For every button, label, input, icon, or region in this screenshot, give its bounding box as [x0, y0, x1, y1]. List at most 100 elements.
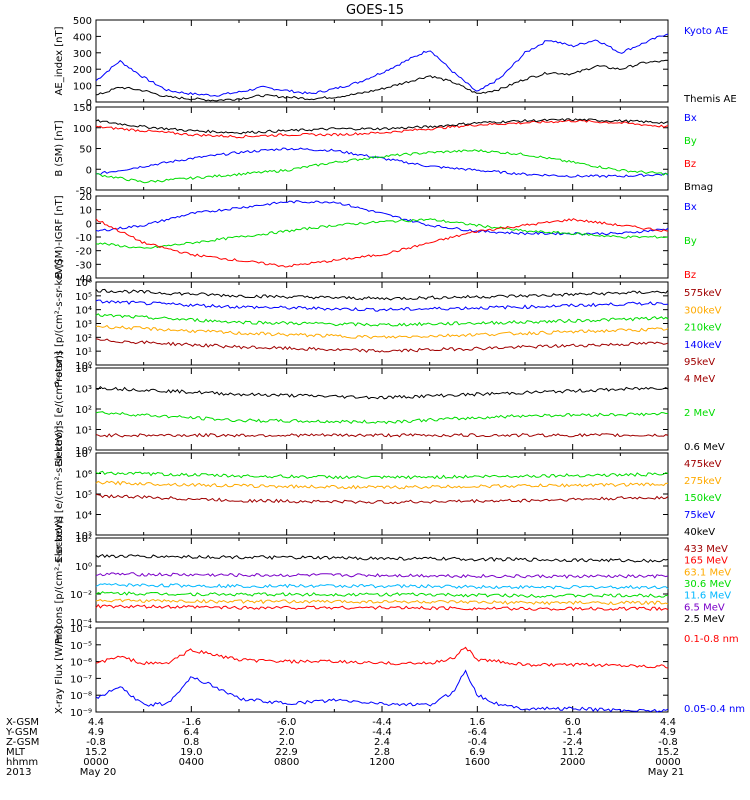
- panel-7-legend-165-mev: 165 MeV: [684, 556, 728, 567]
- panel-2-ytick-label: 100: [73, 124, 92, 135]
- orbit-row-hhmm-value: 1200: [369, 757, 394, 768]
- panel-7-legend-11-6-mev: 11.6 MeV: [684, 591, 731, 602]
- panel-4-ytick-label: 10⁰: [75, 361, 92, 372]
- panel-6-frame: [95, 452, 669, 536]
- panel-5-ytick-label: 10⁴: [75, 364, 92, 375]
- panel-1-ytick-label: 0: [86, 98, 92, 109]
- orbit-row-x-gsm-value: 6.0: [565, 717, 581, 728]
- panel-3-legend-bz: Bz: [684, 270, 696, 281]
- panel-6-legend-275kev: 275keV: [684, 476, 722, 487]
- orbit-row-x-gsm-value: 4.4: [660, 717, 676, 728]
- panel-4-series-210kev: [95, 313, 669, 327]
- orbit-row-z-gsm-value: -0.8: [658, 737, 678, 748]
- panel-1-legend-themis-ae: Themis AE: [683, 94, 737, 105]
- panel-5-ytick-label: 10⁰: [75, 446, 92, 457]
- orbit-row-z-gsm-value: 2.0: [279, 737, 295, 748]
- panel-4-series-575kev: [95, 288, 669, 301]
- orbit-row-x-gsm-value: -1.6: [182, 717, 202, 728]
- panel-5-legend-4-mev: 4 MeV: [684, 374, 715, 385]
- panel-2-ytick-label: 0: [86, 165, 92, 176]
- panel-6-legend-150kev: 150keV: [684, 493, 722, 504]
- panel-2-frame: [95, 106, 669, 191]
- panel-6-ytick-label: 10⁷: [75, 449, 92, 460]
- panel-3-ytick-label: 10: [79, 206, 92, 217]
- panel-2-ytick-label: -50: [76, 186, 92, 197]
- panel-8-frame: [95, 627, 669, 713]
- panel-4-series-300kev: [95, 299, 669, 312]
- date-start-label: May 20: [80, 767, 117, 778]
- panel-6-ytick-label: 10⁴: [75, 511, 92, 522]
- panel-3-series-bz: [95, 218, 669, 268]
- panel-7-legend-2-5-mev: 2.5 MeV: [684, 614, 725, 625]
- panel-4-legend-300kev: 300keV: [684, 305, 722, 316]
- orbit-row-hhmm-value: 0000: [655, 757, 680, 768]
- panel-5-frame: [95, 367, 669, 451]
- panel-8-ytick-label: 10⁻⁶: [70, 658, 92, 669]
- panel-3-ytick-label: -30: [76, 260, 92, 271]
- panel-2-ytick-label: 150: [73, 103, 92, 114]
- panel-7-series-6-5-mev: [95, 572, 669, 579]
- panel-1-ylabel: AE_index [nT]: [54, 26, 65, 95]
- orbit-row-y-gsm-value: 4.9: [660, 727, 676, 738]
- orbit-row-y-gsm-value: 2.0: [279, 727, 295, 738]
- panel-1-series-kyoto-ae: [95, 33, 669, 97]
- panel-7-ytick-label: 10⁻⁴: [70, 618, 92, 629]
- orbit-row-hhmm-value: 0800: [274, 757, 299, 768]
- orbit-row-y-gsm-value: -4.4: [372, 727, 392, 738]
- panel-8-ytick-label: 10⁻⁵: [70, 641, 92, 652]
- panel-2-series-bz: [95, 119, 669, 139]
- orbit-row-z-gsm-value: -0.8: [86, 737, 106, 748]
- panel-4-ytick-label: 10³: [75, 320, 92, 331]
- panel-7-legend-433-mev: 433 MeV: [684, 544, 728, 555]
- panel-3-ytick-label: -20: [76, 247, 92, 258]
- panel-4-ytick-label: 10¹: [75, 347, 92, 358]
- panel-4-legend-95kev: 95keV: [684, 357, 715, 368]
- panel-7-series-165-mev: [95, 603, 669, 612]
- panel-7-ytick-label: 10⁻²: [70, 590, 92, 601]
- orbit-row-hhmm-value: 0000: [83, 757, 108, 768]
- panel-2-series-bx: [95, 147, 669, 178]
- orbit-row-label-y-gsm: Y-GSM: [5, 727, 38, 738]
- panel-4-ytick-label: 10⁵: [75, 292, 92, 303]
- panel-3-ytick-label: 0: [86, 219, 92, 230]
- panel-1-ytick-label: 400: [73, 32, 92, 43]
- orbit-row-mlt-value: 2.8: [374, 747, 390, 758]
- panel-8-ytick-label: 10⁻⁸: [70, 691, 92, 702]
- panel-3-legend-by: By: [684, 236, 697, 247]
- panel-6-legend-40kev: 40keV: [684, 527, 715, 538]
- panel-8-legend-0-05-0-4-nm: 0.05-0.4 nm: [684, 704, 745, 715]
- panel-5-ytick-label: 10³: [75, 385, 92, 396]
- panel-3-ytick-label: -40: [76, 274, 92, 285]
- panel-6-ytick-label: 10⁶: [75, 470, 92, 481]
- panel-5-legend-2-mev: 2 MeV: [684, 408, 715, 419]
- panel-7-series-30-6-mev: [95, 591, 669, 598]
- panel-6-series-150kev: [95, 470, 669, 480]
- panel-6-series-275kev: [95, 480, 669, 490]
- panel-4-legend-210kev: 210keV: [684, 323, 722, 334]
- panel-6-series-475kev: [95, 493, 669, 505]
- panel-2-series-bmag: [95, 118, 669, 135]
- orbit-row-x-gsm-value: 4.4: [88, 717, 104, 728]
- panel-8-ytick-label: 10⁻⁹: [70, 708, 92, 719]
- panel-4-ytick-label: 10⁴: [75, 306, 92, 317]
- orbit-row-z-gsm-value: 2.4: [374, 737, 390, 748]
- panel-8-series-0-05-0-4-nm: [95, 669, 669, 713]
- panel-1-legend-kyoto-ae: Kyoto AE: [684, 26, 728, 37]
- panel-4-ytick-label: 10²: [75, 333, 92, 344]
- panel-4-series-140kev: [95, 324, 669, 340]
- orbit-row-mlt-value: 15.2: [85, 747, 107, 758]
- panel-7-ytick-label: 10⁰: [75, 562, 92, 573]
- panel-7-legend-6-5-mev: 6.5 MeV: [684, 602, 725, 613]
- orbit-row-mlt-value: 22.9: [276, 747, 298, 758]
- orbit-row-y-gsm-value: 6.4: [183, 727, 199, 738]
- orbit-row-x-gsm-value: -4.4: [372, 717, 392, 728]
- panel-2-series-by: [95, 149, 669, 184]
- panel-7-series-2-5-mev: [95, 553, 669, 563]
- orbit-row-z-gsm-value: -0.4: [468, 737, 488, 748]
- panel-5-ylabel: Electrons [e/(cm²-s-sr)]: [54, 351, 65, 467]
- panel-3-frame: [95, 195, 669, 279]
- panel-6-legend-475kev: 475keV: [684, 459, 722, 470]
- panel-7-series-63-1-mev: [95, 598, 669, 606]
- chart-title: GOES-15: [346, 3, 404, 18]
